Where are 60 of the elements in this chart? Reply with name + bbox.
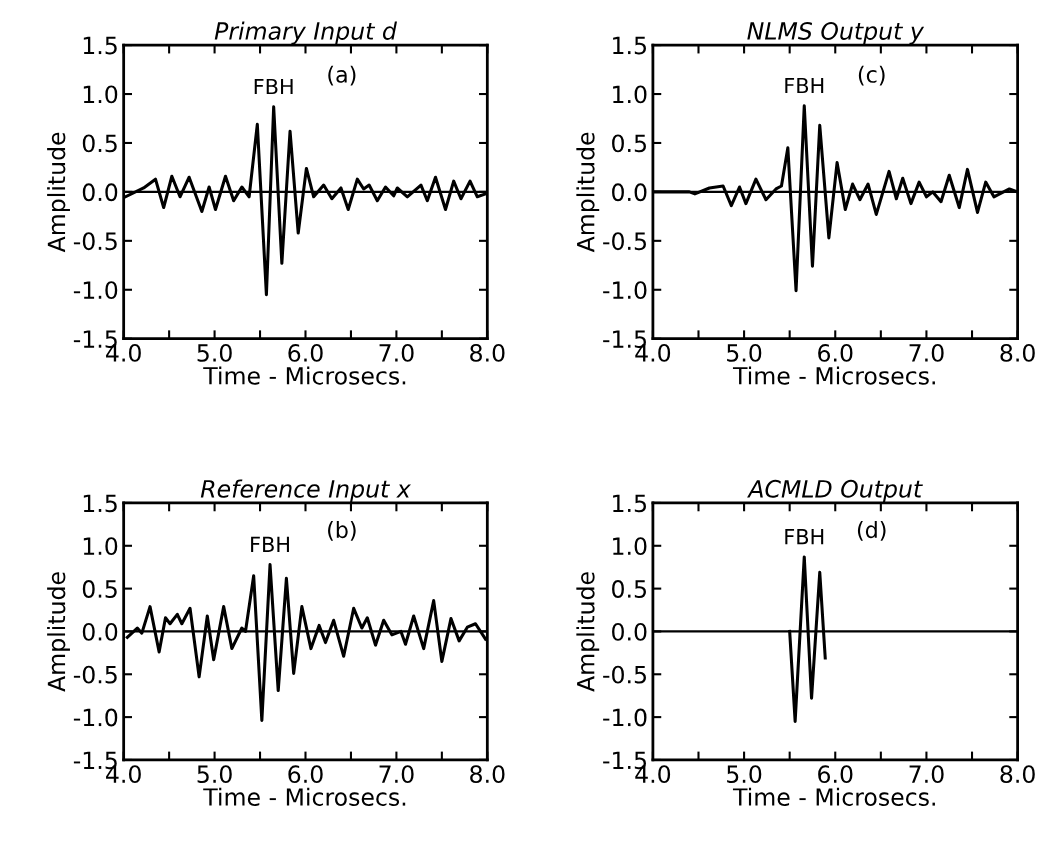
y-tick-label: 0.5 xyxy=(612,580,646,598)
y-tick-label: 1.5 xyxy=(613,494,646,513)
annotation: (a) xyxy=(328,65,356,86)
y-tick-label: 1.5 xyxy=(83,36,117,55)
annotation: (d) xyxy=(857,520,886,541)
y-tick-label: -1.0 xyxy=(603,708,647,727)
y-axis-title: Amplitude xyxy=(576,132,600,253)
y-tick-label: -0.5 xyxy=(603,232,646,251)
x-tick-label: 8.0 xyxy=(470,343,505,362)
x-tick-label: 5.0 xyxy=(197,343,232,362)
y-tick-label: -0.5 xyxy=(73,232,117,251)
y-axis-title: Amplitude xyxy=(576,572,600,692)
annotation: FBH xyxy=(785,529,824,545)
y-tick-label: 0.0 xyxy=(82,183,118,202)
y-tick-label: -0.5 xyxy=(73,665,117,684)
x-tick-label: 6.0 xyxy=(818,765,853,784)
y-axis-title: Amplitude xyxy=(47,572,70,692)
x-axis-title: Time - Microsecs. xyxy=(732,366,935,385)
y-tick-label: 1.5 xyxy=(613,36,646,55)
y-tick-label: 0.0 xyxy=(612,183,647,202)
chart-title: Primary Input d xyxy=(214,21,397,45)
y-tick-label: -1.0 xyxy=(73,708,118,727)
chart-title: ACMLD Output xyxy=(747,479,923,503)
x-tick-label: 7.0 xyxy=(379,765,414,784)
y-tick-label: 1.0 xyxy=(613,85,647,104)
y-tick-label: 0.0 xyxy=(612,622,647,641)
x-tick-label: 6.0 xyxy=(288,765,323,784)
y-tick-label: 1.0 xyxy=(613,537,647,556)
x-tick-label: 8.0 xyxy=(1000,343,1035,362)
y-tick-label: 0.5 xyxy=(82,580,117,598)
annotation: FBH xyxy=(785,77,824,94)
y-tick-label: 1.0 xyxy=(83,85,118,104)
y-axis-title: Amplitude xyxy=(47,132,70,253)
x-axis-title: Time - Microsecs. xyxy=(203,366,406,385)
y-tick-label: 1.0 xyxy=(83,537,118,556)
chart-title: NLMS Output y xyxy=(747,22,925,45)
x-tick-label: 7.0 xyxy=(379,343,414,362)
x-tick-label: 8.0 xyxy=(1000,765,1035,784)
x-tick-label: 5.0 xyxy=(727,343,762,362)
chart-title: Reference Input x xyxy=(200,479,411,503)
x-tick-label: 5.0 xyxy=(727,765,762,784)
x-axis-title: Time - Microsecs. xyxy=(203,787,406,806)
x-tick-label: 5.0 xyxy=(197,765,232,784)
y-tick-label: -1.0 xyxy=(73,281,118,300)
annotation: (c) xyxy=(858,65,885,86)
y-tick-label: -0.5 xyxy=(603,665,646,684)
annotation: (b) xyxy=(328,520,356,541)
annotation: FBH xyxy=(251,536,289,552)
annotation: FBH xyxy=(254,78,293,95)
x-axis-title: Time - Microsecs. xyxy=(732,787,935,806)
x-tick-label: 7.0 xyxy=(909,765,944,784)
x-tick-label: 6.0 xyxy=(818,343,853,362)
y-tick-label: 0.5 xyxy=(612,134,646,153)
x-tick-label: 6.0 xyxy=(288,343,323,362)
x-tick-label: 7.0 xyxy=(909,343,944,362)
y-tick-label: -1.0 xyxy=(603,281,647,300)
y-tick-label: 0.5 xyxy=(82,134,117,153)
y-tick-label: 1.5 xyxy=(83,494,117,513)
y-tick-label: 0.0 xyxy=(82,622,118,641)
x-tick-label: 8.0 xyxy=(470,765,505,784)
